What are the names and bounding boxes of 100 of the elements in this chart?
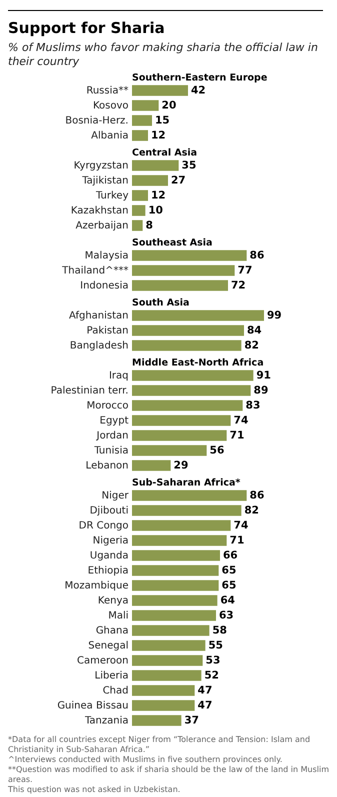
data-label: 86	[250, 250, 264, 262]
bar	[132, 430, 227, 441]
data-label: 53	[206, 654, 220, 666]
y-tick-label: Kazakhstan	[70, 206, 128, 216]
y-tick-label: Ethiopia	[88, 566, 128, 576]
y-tick-label: Azerbaijan	[76, 220, 128, 232]
bar	[132, 625, 210, 636]
bar	[132, 415, 231, 426]
data-label: 74	[234, 520, 248, 532]
y-tick-label: Bosnia-Herz.	[65, 116, 128, 126]
y-tick-label: Thailand^***	[61, 266, 128, 276]
y-tick-label: Bangladesh	[70, 340, 128, 352]
y-tick-label: Tunisia	[93, 446, 128, 456]
y-tick-label: Uganda	[90, 550, 128, 562]
data-label: 12	[151, 190, 166, 202]
y-tick-label: Kyrgyzstan	[74, 160, 128, 172]
y-tick-label: DR Congo	[78, 520, 128, 532]
bar	[132, 115, 152, 126]
text: **Question was modified to ask if sharia should be the law of the land in Muslim areas.	[8, 765, 330, 785]
text: ^Interviews conducted with Muslims in five southern provinces only.	[8, 755, 284, 765]
y-tick-label: Kenya	[98, 596, 128, 606]
chart-title: Support for Sharia	[8, 19, 166, 37]
data-label: 27	[171, 174, 186, 186]
data-label: 55	[208, 640, 223, 652]
chart-title: Southeast Asia	[132, 238, 212, 248]
y-tick-label: Chad	[102, 686, 128, 696]
y-tick-label: Albania	[91, 130, 128, 142]
bar	[132, 490, 247, 501]
data-label: 99	[267, 310, 282, 322]
text: *Data for all countries except Niger from “Tolerance and Tension: Islam and Christianity in Sub-Saharan Africa.”	[8, 735, 312, 755]
y-tick-label: Iraq	[108, 370, 128, 382]
y-tick-label: Cameroon	[77, 656, 128, 666]
y-tick-label: Egypt	[100, 416, 129, 426]
bar	[132, 190, 148, 201]
data-label: 63	[219, 610, 234, 622]
bar	[132, 460, 171, 471]
y-tick-label: Indonesia	[80, 280, 128, 292]
y-tick-label: Turkey	[94, 190, 129, 202]
y-tick-label: Senegal	[88, 640, 128, 652]
y-tick-label: Ghana	[96, 626, 128, 636]
y-tick-label: Djibouti	[90, 506, 128, 516]
data-label: 47	[198, 700, 212, 712]
data-label: 65	[222, 564, 236, 576]
bar	[132, 580, 219, 591]
data-label: 82	[244, 340, 259, 352]
bar	[132, 175, 168, 186]
data-label: 66	[223, 550, 238, 562]
data-label: 83	[246, 400, 260, 412]
data-label: 47	[198, 684, 212, 696]
data-label: 65	[222, 580, 236, 592]
bar	[132, 565, 219, 576]
text: This question was not asked in Uzbekistan.	[8, 785, 182, 795]
bar	[132, 640, 206, 651]
data-label: 10	[148, 204, 163, 216]
data-label: 86	[250, 490, 264, 502]
y-tick-label: Russia**	[86, 86, 128, 96]
bar	[132, 670, 202, 681]
y-tick-label: Guinea Bissau	[57, 700, 128, 712]
bar	[132, 445, 207, 456]
bar	[132, 595, 218, 606]
data-label: 8	[146, 220, 153, 232]
bar	[132, 100, 159, 111]
bar	[132, 370, 254, 381]
data-label: 82	[244, 504, 259, 516]
y-tick-label: Niger	[102, 490, 130, 502]
bar	[132, 685, 195, 696]
data-label: 58	[212, 624, 227, 636]
chart-title: Central Asia	[132, 148, 198, 158]
data-label: 71	[230, 430, 244, 442]
y-tick-label: Kosovo	[92, 100, 128, 112]
data-label: 84	[247, 324, 262, 336]
data-label: 74	[234, 414, 248, 426]
chart-title: Sub-Saharan Africa*	[132, 478, 240, 488]
data-label: 64	[220, 594, 235, 606]
data-label: 12	[151, 130, 166, 142]
annotation: Southern-Eastern Europe	[132, 72, 268, 84]
y-tick-label: Tanzania	[84, 716, 128, 726]
data-label: 71	[230, 534, 244, 546]
bar	[132, 160, 179, 171]
chart-title: Middle East-North Africa	[132, 358, 264, 368]
y-tick-label: Tajikistan	[81, 176, 128, 186]
bar	[132, 220, 143, 231]
y-tick-label: Mali	[108, 610, 128, 622]
y-tick-label: Afghanistan	[68, 310, 128, 322]
bar	[132, 400, 243, 411]
bar	[132, 130, 148, 141]
data-label: 72	[231, 280, 246, 292]
bar	[132, 610, 216, 621]
y-tick-label: Liberia	[94, 670, 128, 682]
data-label: 56	[210, 444, 224, 456]
bar	[132, 655, 203, 666]
y-tick-label: Pakistan	[86, 326, 128, 336]
data-label: 35	[182, 160, 196, 172]
bar	[132, 385, 251, 396]
y-tick-label: Lebanon	[86, 460, 128, 472]
data-label: 42	[191, 84, 206, 96]
data-label: 37	[184, 714, 199, 726]
y-tick-label: Palestinian terr.	[50, 386, 128, 396]
bar	[132, 535, 227, 546]
bar	[132, 205, 146, 216]
